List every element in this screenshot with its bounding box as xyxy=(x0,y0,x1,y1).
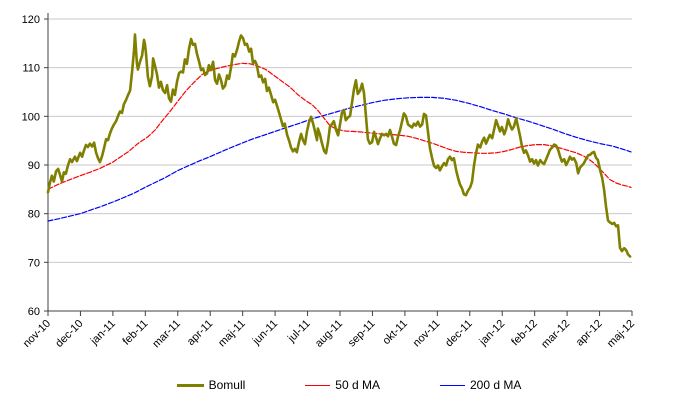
x-tick-label: jan-11 xyxy=(88,318,118,348)
legend-label-bomull: Bomull xyxy=(208,378,246,392)
x-tick-label: jun-11 xyxy=(250,318,280,348)
legend-swatch-50d-ma xyxy=(305,384,331,386)
x-tick-label: mar-12 xyxy=(539,318,572,351)
legend-item-50d-ma: 50 d MA xyxy=(305,378,380,392)
x-tick-label: apr-11 xyxy=(185,318,215,348)
x-tick-label: dec-11 xyxy=(443,318,475,350)
series-line-50-d-ma xyxy=(47,62,632,190)
x-tick-label: jan-12 xyxy=(477,318,508,349)
legend-item-200d-ma: 200 d MA xyxy=(440,378,521,392)
x-tick-label: maj-11 xyxy=(216,318,248,350)
y-tick-label: 70 xyxy=(28,257,40,269)
x-tick-label: nov-11 xyxy=(411,318,443,350)
chart-legend: Bomull 50 d MA 200 d MA xyxy=(0,378,698,392)
x-tick-label: sep-11 xyxy=(346,318,378,350)
x-tick-label: dec-10 xyxy=(53,318,85,350)
x-tick-label: aug-11 xyxy=(313,318,345,350)
y-tick-label: 60 xyxy=(28,306,40,318)
x-tick-label: apr-12 xyxy=(574,318,605,349)
legend-label-50d-ma: 50 d MA xyxy=(335,378,380,392)
legend-item-bomull: Bomull xyxy=(176,378,246,392)
x-tick-label: jul-11 xyxy=(285,318,313,346)
y-tick-label: 110 xyxy=(22,63,40,75)
x-tick-label: feb-11 xyxy=(120,318,150,348)
legend-label-200d-ma: 200 d MA xyxy=(470,378,522,392)
series-line-bomull xyxy=(46,33,632,258)
y-tick-label: 80 xyxy=(28,209,40,221)
legend-swatch-200d-ma xyxy=(440,384,465,386)
series-line-200-d-ma xyxy=(47,96,632,222)
y-tick-label: 90 xyxy=(28,160,40,172)
x-tick-label: maj-12 xyxy=(605,318,637,350)
x-tick-label: nov-10 xyxy=(21,318,53,350)
legend-swatch-bomull xyxy=(176,383,204,387)
x-tick-label: feb-12 xyxy=(509,318,540,349)
y-tick-label: 100 xyxy=(22,111,40,123)
x-tick-label: mar-11 xyxy=(150,318,183,351)
y-tick-label: 120 xyxy=(22,14,40,26)
x-tick-label: okt-11 xyxy=(380,318,410,348)
